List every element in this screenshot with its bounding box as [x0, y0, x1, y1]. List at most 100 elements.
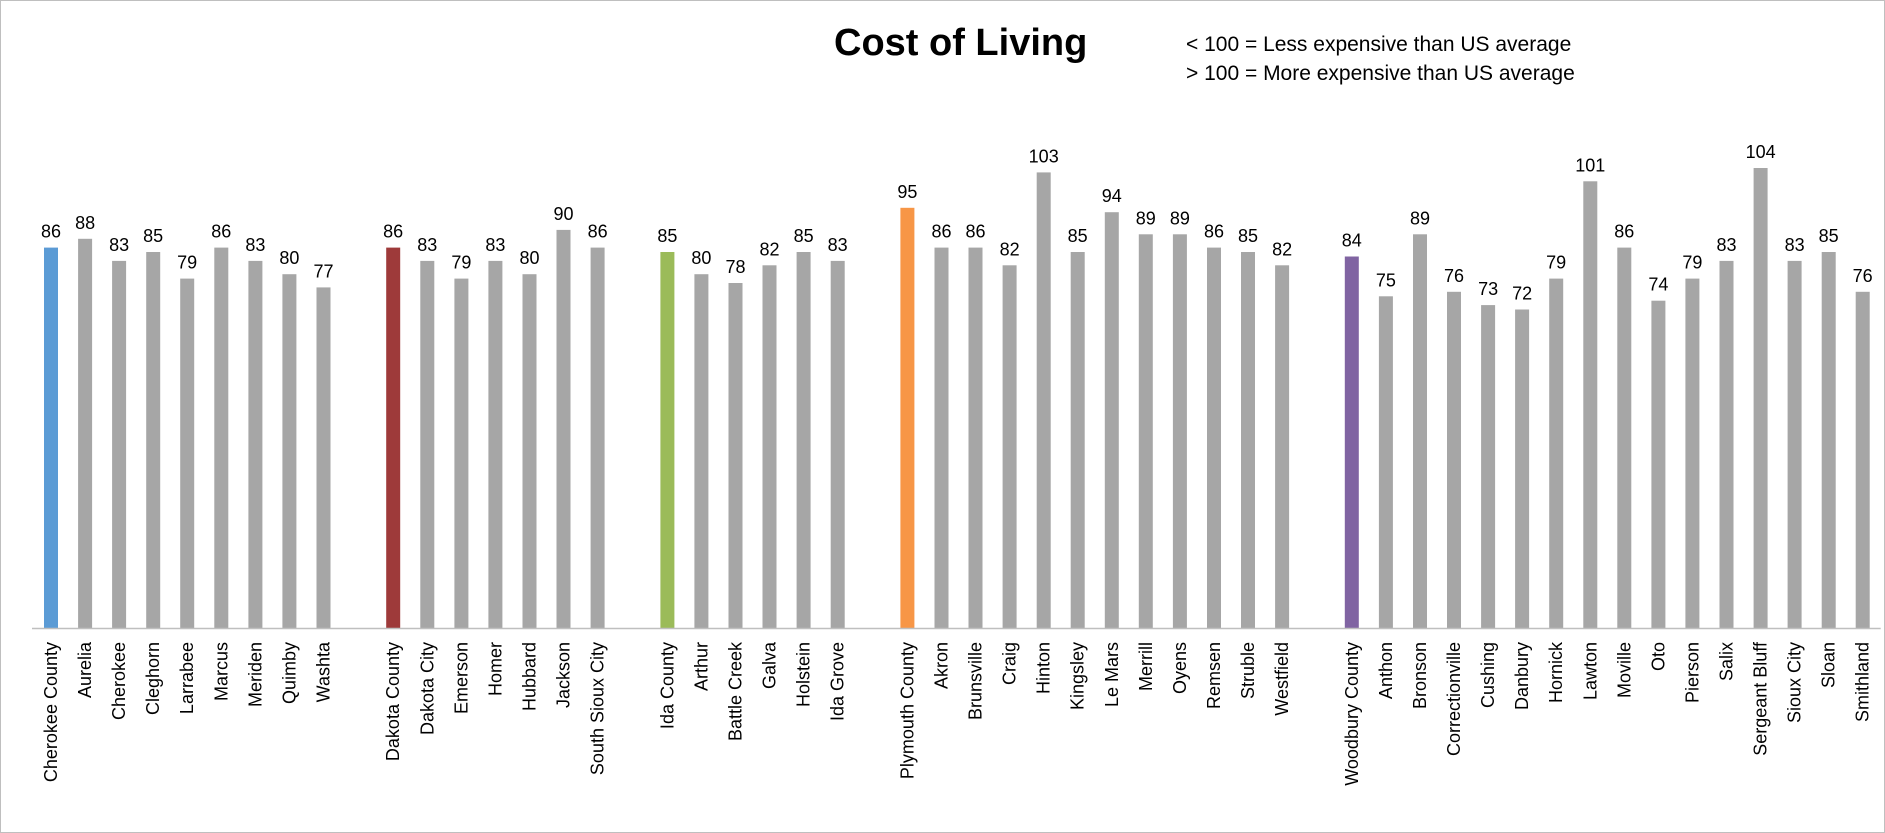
data-label-plymouth-county: 95 — [897, 182, 917, 202]
bar-merrill — [1138, 234, 1153, 629]
bar-correctionville — [1447, 291, 1461, 628]
tick-label-dakota-city: Dakota City — [417, 642, 437, 735]
bar-lawton — [1583, 181, 1598, 629]
bar-hornick — [1549, 278, 1564, 628]
data-label-woodbury-county: 84 — [1342, 231, 1362, 251]
data-label-cherokee: 83 — [109, 235, 129, 255]
tick-label-salix: Salix — [1717, 642, 1737, 681]
bar-meriden — [248, 260, 263, 628]
tick-label-larrabee: Larrabee — [177, 642, 197, 714]
tick-label-merrill: Merrill — [1136, 642, 1156, 691]
bar-south-sioux-city — [590, 247, 605, 628]
bar-jackson — [556, 229, 571, 628]
data-label-hubbard: 80 — [519, 248, 539, 268]
tick-label-marcus: Marcus — [211, 642, 231, 701]
data-label-hornick: 79 — [1546, 253, 1566, 273]
tick-label-pierson: Pierson — [1682, 642, 1702, 703]
bar-danbury — [1515, 309, 1530, 628]
data-label-marcus: 86 — [211, 222, 231, 242]
tick-label-craig: Craig — [1000, 642, 1020, 685]
data-label-craig: 82 — [1000, 239, 1020, 259]
data-label-kingsley: 85 — [1068, 226, 1088, 246]
tick-label-sloan: Sloan — [1819, 642, 1839, 688]
tick-label-battle-creek: Battle Creek — [726, 641, 746, 741]
chart-title: Cost of Living — [834, 22, 1088, 64]
tick-label-akron: Akron — [932, 642, 952, 689]
data-label-cushing: 73 — [1478, 279, 1498, 299]
tick-label-galva: Galva — [760, 641, 780, 689]
data-label-homer: 83 — [485, 235, 505, 255]
tick-label-le-mars: Le Mars — [1102, 642, 1122, 707]
tick-label-smithland: Smithland — [1853, 642, 1873, 722]
data-label-remsen: 86 — [1204, 222, 1224, 242]
bar-ida-grove — [830, 260, 845, 628]
bar-le-mars — [1104, 212, 1119, 628]
data-label-washta: 77 — [313, 261, 333, 281]
data-label-cleghorn: 85 — [143, 226, 163, 246]
data-label-meriden: 83 — [245, 235, 265, 255]
tick-label-sioux-city: Sioux City — [1785, 642, 1805, 723]
data-label-smithland: 76 — [1853, 266, 1873, 286]
data-label-holstein: 85 — [794, 226, 814, 246]
tick-label-anthon: Anthon — [1376, 642, 1396, 699]
data-label-danbury: 72 — [1512, 284, 1532, 304]
tick-label-cleghorn: Cleghorn — [143, 642, 163, 715]
data-label-ida-grove: 83 — [828, 235, 848, 255]
data-label-galva: 82 — [759, 239, 779, 259]
bar-anthon — [1378, 296, 1393, 628]
chart-note-more: > 100 = More expensive than US average — [1186, 62, 1575, 85]
data-label-south-sioux-city: 86 — [588, 222, 608, 242]
bar-sloan — [1821, 252, 1836, 628]
data-label-sergeant-bluff: 104 — [1746, 142, 1776, 162]
tick-label-remsen: Remsen — [1204, 642, 1224, 709]
data-label-lawton: 101 — [1575, 155, 1605, 175]
bar-emerson — [454, 278, 469, 628]
data-label-cherokee-county: 86 — [41, 222, 61, 242]
data-label-aurelia: 88 — [75, 213, 95, 233]
bar-ida-county — [660, 252, 675, 628]
data-label-pierson: 79 — [1682, 253, 1702, 273]
data-label-sioux-city: 83 — [1785, 235, 1805, 255]
tick-label-meriden: Meriden — [245, 642, 265, 707]
data-label-jackson: 90 — [553, 204, 573, 224]
tick-label-struble: Struble — [1238, 642, 1258, 699]
data-label-sloan: 85 — [1819, 226, 1839, 246]
tick-label-jackson: Jackson — [554, 642, 574, 708]
tick-label-westfield: Westfield — [1272, 642, 1292, 716]
bar-woodbury-county — [1344, 256, 1359, 628]
tick-label-brunsville: Brunsville — [966, 642, 986, 720]
bar-oyens — [1172, 234, 1187, 629]
bar-akron — [934, 247, 949, 628]
data-label-le-mars: 94 — [1102, 186, 1122, 206]
data-label-merrill: 89 — [1136, 208, 1156, 228]
bar-salix — [1719, 260, 1734, 628]
data-label-arthur: 80 — [691, 248, 711, 268]
bar-westfield — [1275, 265, 1290, 628]
tick-label-cushing: Cushing — [1478, 642, 1498, 708]
tick-label-sergeant-bluff: Sergeant Bluff — [1751, 641, 1771, 756]
bar-cherokee — [112, 260, 127, 628]
bar-pierson — [1685, 278, 1700, 628]
data-label-emerson: 79 — [451, 253, 471, 273]
bar-dakota-county — [386, 247, 401, 628]
data-label-oto: 74 — [1648, 275, 1668, 295]
tick-label-dakota-county: Dakota County — [383, 642, 403, 761]
data-label-struble: 85 — [1238, 226, 1258, 246]
bar-struble — [1241, 252, 1255, 628]
bar-cherokee-county — [44, 247, 58, 628]
tick-label-moville: Moville — [1614, 642, 1634, 698]
bar-dakota-city — [420, 260, 435, 628]
tick-label-kingsley: Kingsley — [1068, 642, 1088, 710]
tick-label-ida-grove: Ida Grove — [828, 642, 848, 721]
bar-hubbard — [522, 274, 537, 628]
bar-homer — [488, 260, 503, 628]
bar-larrabee — [180, 278, 195, 628]
tick-label-bronson: Bronson — [1410, 642, 1430, 709]
data-label-westfield: 82 — [1272, 239, 1292, 259]
bar-craig — [1002, 265, 1017, 628]
chart-note-less: < 100 = Less expensive than US average — [1186, 33, 1572, 56]
bar-plymouth-county — [900, 207, 915, 629]
bar-smithland — [1855, 291, 1870, 628]
data-label-battle-creek: 78 — [725, 257, 745, 277]
